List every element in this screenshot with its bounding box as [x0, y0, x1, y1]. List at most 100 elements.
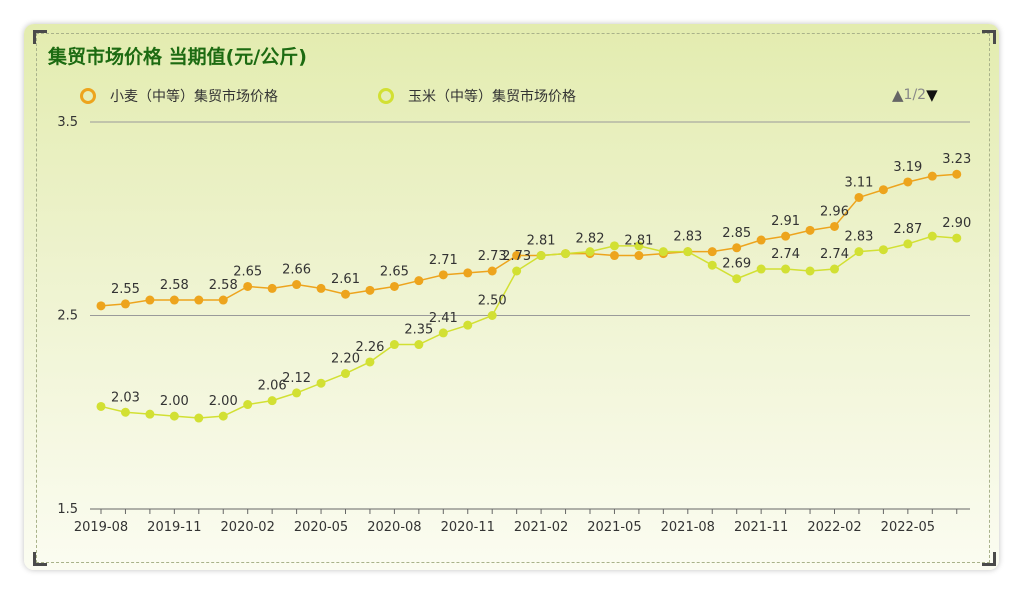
data-point[interactable] [732, 274, 742, 284]
x-tick-label: 2021-05 [587, 520, 641, 535]
data-point[interactable] [536, 251, 546, 261]
data-point[interactable] [120, 407, 130, 417]
data-point[interactable] [781, 231, 791, 241]
data-label: 2.41 [429, 311, 458, 326]
data-point[interactable] [145, 295, 155, 305]
data-labels: 2.55 2.58 2.582.65 2.662.612.652.71 2.732.81… [111, 152, 971, 409]
data-point[interactable] [169, 411, 179, 421]
data-point[interactable] [781, 264, 791, 274]
x-tick-label: 2022-02 [807, 520, 861, 535]
data-point[interactable] [341, 369, 350, 379]
pager-text: 1/2 [903, 87, 927, 103]
data-point[interactable] [463, 268, 473, 278]
data-point[interactable] [805, 225, 815, 235]
data-point[interactable] [218, 411, 228, 421]
data-point[interactable] [438, 270, 448, 280]
data-point[interactable] [96, 401, 106, 411]
triangle-up-icon[interactable]: ▲ [892, 86, 904, 104]
data-point[interactable] [658, 247, 668, 257]
data-point[interactable] [267, 283, 277, 293]
data-point[interactable] [389, 340, 399, 350]
data-point[interactable] [609, 251, 619, 261]
data-point[interactable] [316, 378, 326, 388]
data-point[interactable] [463, 320, 473, 330]
data-point[interactable] [414, 340, 424, 350]
data-point[interactable] [267, 396, 277, 406]
legend-item-corn[interactable]: 玉米（中等）集贸市场价格 [378, 86, 576, 106]
data-point[interactable] [389, 281, 399, 291]
y-tick-label: 3.5 [57, 115, 78, 130]
legend-ring-icon [80, 88, 96, 104]
data-point[interactable] [194, 413, 204, 423]
data-label: 2.74 [771, 247, 800, 262]
data-point[interactable] [194, 295, 204, 305]
data-point[interactable] [365, 285, 375, 295]
data-point[interactable] [952, 169, 962, 179]
data-point[interactable] [707, 247, 717, 257]
y-tick-label: 1.5 [57, 502, 78, 517]
data-point[interactable] [243, 281, 253, 291]
data-point[interactable] [120, 299, 130, 309]
data-label: 2.61 [331, 272, 360, 287]
corner-bracket-top-left [33, 30, 47, 44]
data-point[interactable] [145, 409, 155, 419]
data-point[interactable] [365, 357, 375, 367]
data-point[interactable] [414, 276, 424, 286]
chart-panel [24, 24, 999, 570]
data-point[interactable] [952, 233, 962, 243]
data-point[interactable] [707, 260, 717, 270]
data-point[interactable] [683, 247, 693, 257]
data-label: 2.58 [160, 278, 189, 293]
data-point[interactable] [512, 251, 522, 261]
data-label: 2.58 [209, 278, 238, 293]
data-point[interactable] [854, 192, 864, 202]
data-point[interactable] [561, 249, 571, 259]
data-label: 2.12 [282, 371, 311, 386]
data-point[interactable] [487, 311, 497, 320]
x-tick-label: 2020-02 [221, 520, 275, 535]
data-label: 2.81 [624, 234, 653, 249]
data-point[interactable] [634, 251, 644, 261]
data-point[interactable] [927, 171, 937, 181]
data-point[interactable] [756, 235, 766, 245]
data-point[interactable] [292, 388, 302, 398]
data-point[interactable] [341, 289, 350, 299]
data-label: 2.50 [478, 294, 507, 309]
data-point[interactable] [96, 301, 106, 311]
data-point[interactable] [830, 264, 839, 274]
legend-pager: ▲ 1/2 ▼ [892, 86, 938, 104]
data-point[interactable] [585, 247, 595, 257]
data-point[interactable] [854, 247, 864, 257]
corner-bracket-bottom-right [982, 552, 996, 566]
data-point[interactable] [878, 185, 888, 195]
data-point[interactable] [927, 231, 937, 241]
data-label: 2.83 [844, 230, 873, 245]
data-label: 2.26 [355, 340, 384, 355]
data-point[interactable] [878, 245, 888, 255]
data-point[interactable] [218, 295, 228, 305]
data-point[interactable] [830, 221, 839, 231]
data-point[interactable] [169, 295, 179, 305]
data-point[interactable] [487, 266, 497, 276]
data-point[interactable] [292, 280, 302, 290]
data-point[interactable] [634, 241, 644, 251]
x-tick-label: 2020-08 [367, 520, 421, 535]
data-point[interactable] [243, 400, 253, 410]
legend-item-wheat[interactable]: 小麦（中等）集贸市场价格 [80, 86, 278, 106]
triangle-down-icon[interactable]: ▼ [926, 86, 938, 104]
data-point[interactable] [609, 241, 619, 251]
data-point[interactable] [903, 239, 913, 249]
data-point[interactable] [805, 266, 815, 276]
x-tick-label: 2021-08 [661, 520, 715, 535]
data-point[interactable] [316, 283, 326, 293]
data-point[interactable] [512, 266, 522, 276]
chart-title: 集贸市场价格 当期值(元/公斤) [48, 46, 307, 68]
data-point[interactable] [756, 264, 766, 274]
data-point[interactable] [732, 243, 742, 253]
data-point[interactable] [438, 328, 448, 338]
data-label: 2.74 [820, 247, 849, 262]
data-label: 2.55 [111, 282, 140, 297]
data-point[interactable] [903, 177, 913, 187]
data-label: 2.87 [893, 222, 922, 237]
legend-ring-icon [378, 88, 394, 104]
